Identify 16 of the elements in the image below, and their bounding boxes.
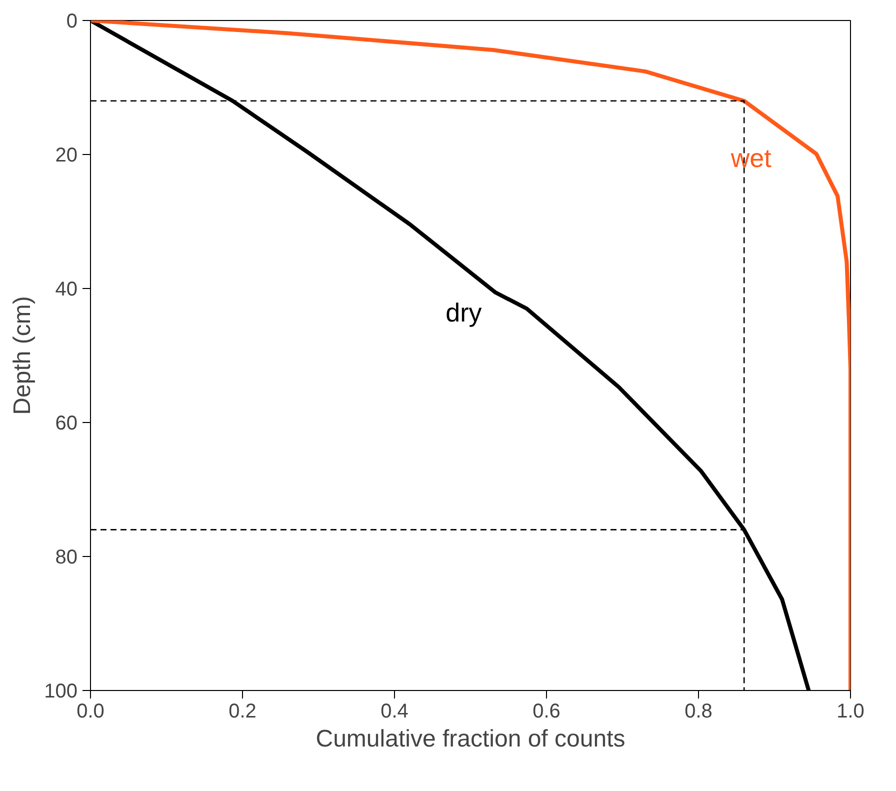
y-tick-label: 80 [55,546,78,568]
x-tick-label: 0.2 [228,700,256,722]
x-tick-label: 0.0 [76,700,104,722]
y-tick-label: 60 [55,412,78,434]
x-tick-label: 0.8 [684,700,712,722]
series-label: wet [730,142,772,173]
x-tick-label: 1.0 [836,700,864,722]
y-tick-label: 40 [55,278,78,300]
y-axis-title: Depth (cm) [9,296,36,415]
y-tick-label: 100 [44,680,78,702]
x-axis-title: Cumulative fraction of counts [316,726,626,752]
y-tick-label: 0 [66,10,78,32]
x-tick-label: 0.4 [380,700,408,722]
x-tick-label: 0.6 [532,700,560,722]
series-label: dry [446,298,482,328]
y-tick-label: 20 [55,144,78,166]
